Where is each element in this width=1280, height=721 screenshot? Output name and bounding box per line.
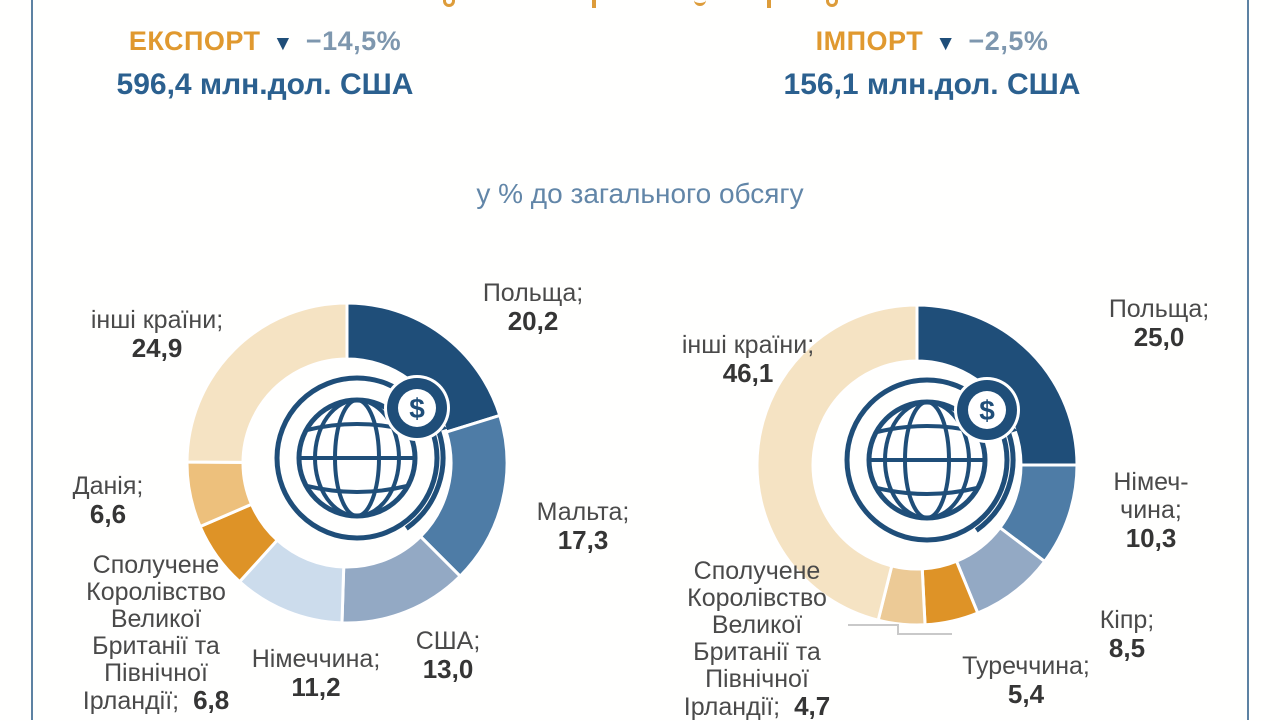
- export-change-percent: −14,5%: [305, 26, 402, 56]
- decrease-triangle-icon: ▼: [272, 32, 294, 55]
- import-change-percent: −2,5%: [968, 26, 1049, 56]
- import-title: ІМПОРТ: [815, 26, 924, 56]
- slice-label-other-countries-export: інші країни; 24,9: [90, 306, 224, 363]
- slice-label-uk-import: Сполучене Королівство Великої Британії т…: [683, 557, 831, 721]
- clipped-title-fragment: [592, 0, 596, 8]
- donut-slice: [185, 301, 349, 464]
- clipped-title-fragment: [826, 0, 838, 7]
- dollar-icon: $: [409, 393, 425, 424]
- leader-line-uk-import: [848, 624, 952, 635]
- decrease-triangle-icon: ▼: [935, 32, 957, 55]
- slice-label-denmark-export: Данія; 6,6: [72, 472, 144, 529]
- slice-label-malta-export: Мальта; 17,3: [536, 498, 630, 555]
- slice-label-germany-import: Німеч-чина; 10,3: [1113, 468, 1189, 553]
- globe-dollar-icon: $: [274, 375, 450, 541]
- slice-label-uk-export: Сполучене Королівство Великої Британії т…: [82, 551, 230, 715]
- import-donut-chart: $: [755, 303, 1079, 627]
- slice-label-germany-export: Німеччина; 11,2: [251, 645, 381, 702]
- clipped-title-fragment: [767, 0, 771, 8]
- export-amount: 596,4 млн.дол. США: [116, 68, 414, 101]
- export-header: ЕКСПОРТ ▼ −14,5% 596,4 млн.дол. США: [55, 26, 475, 102]
- clipped-title-fragment: [443, 0, 455, 7]
- frame-left-border: [31, 0, 33, 720]
- import-header: ІМПОРТ ▼ −2,5% 156,1 млн.дол. США: [722, 26, 1142, 102]
- export-title: ЕКСПОРТ: [128, 26, 261, 56]
- slice-label-poland-import: Польща; 25,0: [1108, 295, 1210, 352]
- slice-label-turkey-import: Туреччина; 5,4: [962, 652, 1090, 709]
- slice-label-cyprus-import: Кіпр; 8,5: [1099, 606, 1155, 663]
- donut-slice: [755, 303, 919, 623]
- import-amount: 156,1 млн.дол. США: [783, 68, 1081, 101]
- slice-label-other-countries-import: інші країни; 46,1: [681, 331, 815, 388]
- dollar-icon: $: [979, 395, 995, 426]
- clipped-title-fragment: [694, 0, 706, 6]
- globe-dollar-icon: $: [844, 377, 1020, 543]
- chart-subtitle: у % до загального обсягу: [476, 178, 804, 209]
- export-donut-chart: $: [185, 301, 509, 625]
- slice-label-usa-export: США; 13,0: [415, 627, 481, 684]
- slice-label-poland-export: Польща; 20,2: [482, 279, 584, 336]
- frame-right-border: [1247, 0, 1249, 720]
